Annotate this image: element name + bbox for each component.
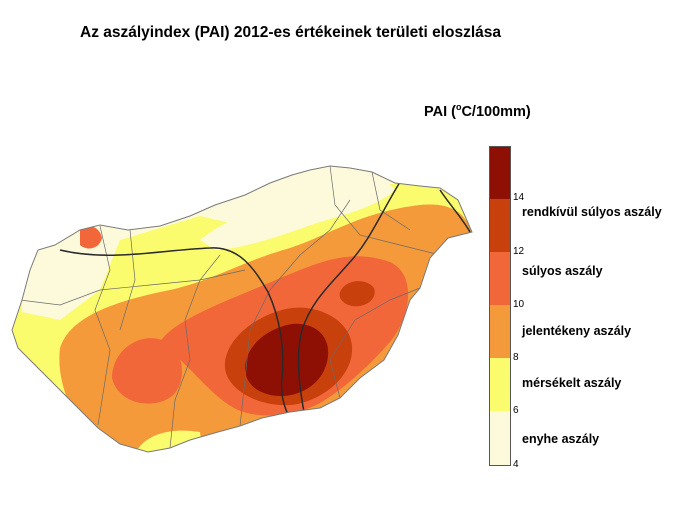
rivers — [59, 181, 471, 421]
legend-colorbar — [489, 146, 511, 466]
legend-swatch-mild — [490, 411, 510, 465]
map-title: Az aszályindex (PAI) 2012-es értékeinek … — [80, 24, 501, 41]
legend-tick: 12 — [513, 246, 525, 257]
legend-swatch-extreme — [490, 199, 510, 252]
legend-label-extreme: rendkívül súlyos aszály — [522, 205, 662, 219]
legend-label-moderate: mérsékelt aszály — [522, 376, 622, 390]
legend-label-mild: enyhe aszály — [522, 432, 600, 446]
legend-swatch-top — [490, 147, 510, 199]
legend-swatch-moderate — [490, 358, 510, 411]
legend-tick: 4 — [513, 459, 519, 470]
legend-tick: 14 — [513, 192, 525, 203]
legend-swatch-significant — [490, 305, 510, 358]
legend-tick: 6 — [513, 405, 519, 416]
legend-label-severe: súlyos aszály — [522, 264, 603, 278]
legend-label-significant: jelentékeny aszály — [522, 324, 632, 338]
legend-swatch-severe — [490, 252, 510, 305]
legend-title: PAI (oC/100mm) — [424, 102, 531, 120]
hungary-outline — [11, 165, 473, 453]
legend-tick: 8 — [513, 352, 519, 363]
legend-tick: 10 — [513, 299, 525, 310]
county-borders — [19, 166, 441, 449]
